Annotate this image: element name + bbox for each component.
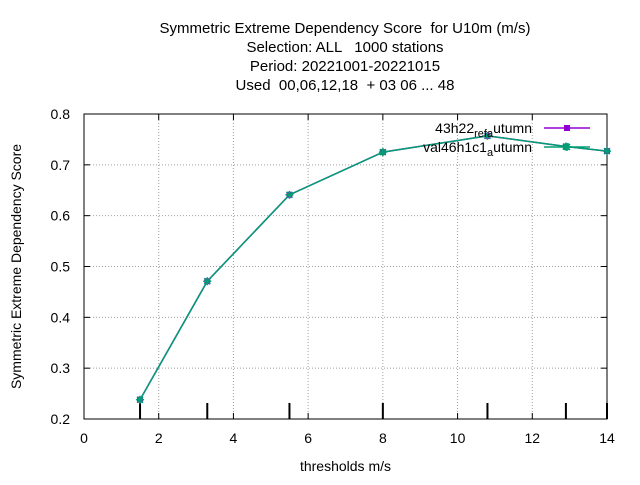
x-tick-label: 12: [524, 430, 540, 446]
series-line: [139, 135, 608, 401]
data-point: [378, 148, 387, 157]
legend-text-part: utumn: [493, 139, 532, 155]
title-line: Symmetric Extreme Dependency Score for U…: [160, 20, 531, 37]
y-tick-label: 0.5: [51, 259, 71, 275]
series-line: [139, 135, 608, 401]
series-0: [137, 132, 610, 403]
data-point: [603, 147, 611, 156]
grid: [84, 114, 607, 419]
threshold-markers: [139, 403, 608, 419]
x-tick-label: 8: [379, 430, 387, 446]
y-tick-label: 0.3: [51, 360, 71, 376]
y-tick-label: 0.7: [51, 157, 71, 173]
legend-text-part: 43h22: [435, 120, 474, 136]
x-tick-label: 2: [155, 430, 163, 446]
legend-swatch-marker: [564, 125, 570, 131]
data-point: [136, 395, 145, 404]
series: [136, 131, 611, 404]
chart-title: Symmetric Extreme Dependency Score for U…: [160, 20, 531, 94]
data-point: [483, 131, 492, 140]
x-axis: 0 2 4 6 8 10 12 14: [80, 114, 615, 446]
title-line: Period: 20221001-20221015: [250, 58, 440, 75]
x-tick-label: 14: [599, 430, 615, 446]
legend-text-part: utumn: [493, 120, 532, 136]
series-1: [136, 131, 611, 404]
x-tick-label: 6: [304, 430, 312, 446]
y-axis-label: Symmetric Extreme Dependency Score: [8, 144, 24, 389]
legend-text-part: ref: [474, 128, 488, 140]
y-tick-label: 0.8: [51, 106, 71, 122]
x-tick-label: 4: [230, 430, 238, 446]
x-axis-label: thresholds m/s: [300, 458, 391, 474]
data-point: [203, 277, 212, 286]
data-point: [285, 190, 294, 199]
x-tick-label: 0: [80, 430, 88, 446]
legend-label: val46h1c1autumn: [423, 139, 532, 159]
legend-text-part: a: [487, 147, 494, 159]
legend-text-part: val46h1c1: [423, 139, 487, 155]
y-axis: 0.2 0.3 0.4 0.5 0.6 0.7 0.8: [51, 106, 607, 427]
legend-label: 43h22refautumn: [435, 120, 532, 140]
legend-text-part: a: [487, 128, 494, 140]
y-tick-label: 0.6: [51, 208, 71, 224]
y-tick-label: 0.4: [51, 309, 71, 325]
title-line: Selection: ALL 1000 stations: [246, 39, 443, 56]
title-line: Used 00,06,12,18 + 03 06 ... 48: [236, 77, 455, 94]
data-point: [563, 143, 571, 151]
x-tick-label: 10: [450, 430, 466, 446]
y-tick-label: 0.2: [51, 411, 71, 427]
